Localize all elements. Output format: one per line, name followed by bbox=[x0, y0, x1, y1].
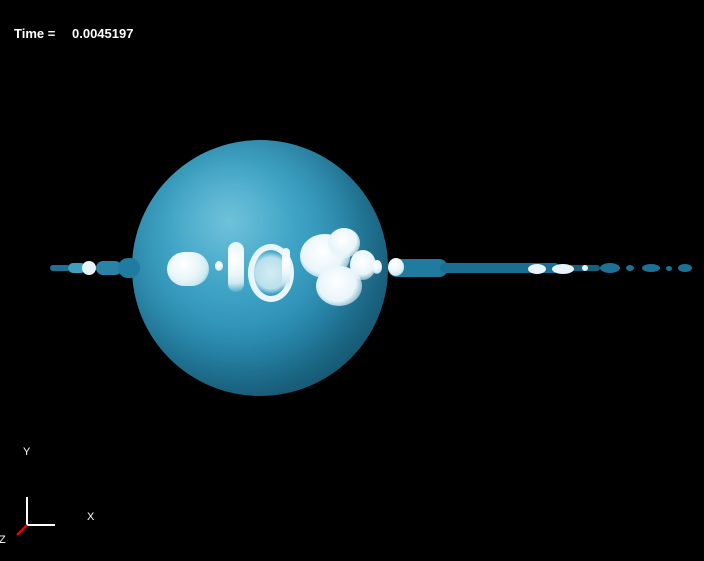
axis-z-label: Z bbox=[0, 534, 6, 546]
axis-x-label: X bbox=[87, 511, 95, 523]
render-viewport: Time = 0.0045197 XYZ bbox=[0, 0, 704, 561]
tail-bead bbox=[642, 264, 660, 272]
axis-gizmo: XYZ bbox=[0, 485, 67, 561]
time-label-value: 0.0045197 bbox=[72, 26, 133, 41]
axis-z-line bbox=[17, 525, 27, 535]
tail-bead bbox=[678, 264, 692, 272]
tail-bead bbox=[552, 264, 574, 274]
time-label-prefix: Time = bbox=[14, 26, 55, 41]
tail-bead bbox=[626, 265, 634, 271]
interior-blob bbox=[372, 260, 382, 274]
interior-blob bbox=[167, 252, 209, 286]
interior-bar bbox=[282, 248, 290, 288]
interior-blob bbox=[388, 258, 404, 276]
filament-segment bbox=[50, 265, 70, 271]
interior-bar bbox=[228, 242, 244, 292]
tail-bead bbox=[582, 265, 588, 271]
axis-y-label: Y bbox=[23, 446, 31, 458]
filament-segment bbox=[118, 258, 140, 278]
tail-bead bbox=[600, 263, 620, 273]
tail-bead bbox=[528, 264, 546, 274]
filament-segment bbox=[82, 261, 96, 275]
tail-bead bbox=[666, 266, 672, 271]
interior-blob bbox=[215, 261, 223, 271]
